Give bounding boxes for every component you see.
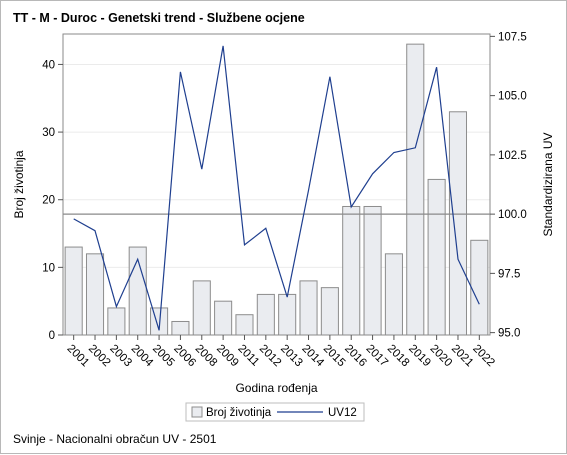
bar [85, 253, 105, 336]
bar [406, 43, 425, 336]
series-line-uv12 [73, 45, 480, 331]
bar [235, 314, 254, 336]
x-tick-label: 2021 [449, 343, 476, 370]
plot-area [62, 33, 491, 336]
bar [256, 293, 275, 336]
bar [64, 246, 83, 336]
bar [278, 293, 297, 336]
x-tick-label: 2016 [342, 343, 369, 370]
x-tick-label: 2013 [278, 343, 305, 370]
left-axis: 0 10 20 30 40 [42, 59, 63, 342]
x-tick-label: 2017 [363, 343, 390, 370]
bar [214, 300, 233, 336]
bar [448, 111, 468, 336]
bar-series [64, 43, 489, 336]
bar [299, 280, 318, 336]
x-tick-label: 2002 [86, 343, 113, 370]
left-tick-label: 40 [42, 59, 55, 71]
bar [363, 205, 382, 336]
legend-bar-swatch [191, 406, 203, 418]
right-axis: 95.0 97.5 100.0 102.5 105.0 107.5 [490, 31, 527, 340]
right-tick-label: 102.5 [498, 150, 527, 162]
right-tick-label: 100.0 [498, 209, 527, 221]
bar [470, 239, 489, 336]
left-tick-label: 10 [42, 262, 55, 274]
legend: Broj životinja UV12 [185, 402, 365, 422]
x-tick-label: 2015 [321, 343, 348, 370]
x-tick-label: 2008 [193, 343, 220, 370]
legend-box [185, 402, 365, 422]
footer-note: Svinje - Nacionalni obračun UV - 2501 [13, 432, 217, 446]
y-axis-label-left: Broj životinja [12, 150, 26, 218]
bar [192, 280, 211, 336]
right-tick-label: 107.5 [498, 31, 527, 43]
left-tick-label: 0 [49, 330, 55, 342]
bar [427, 178, 446, 336]
left-tick-label: 20 [42, 195, 55, 207]
right-tick-label: 97.5 [498, 268, 520, 280]
x-tick-label: 2009 [214, 343, 241, 370]
bar [320, 287, 339, 336]
right-tick-label: 105.0 [498, 91, 527, 103]
bar [384, 253, 403, 336]
x-tick-label: 2014 [299, 343, 326, 370]
x-tick-label: 2006 [171, 343, 198, 370]
x-tick-label: 2018 [385, 343, 412, 370]
bar [107, 307, 126, 336]
x-tick-label: 2012 [257, 343, 284, 370]
bar [342, 205, 361, 336]
x-tick-label: 2022 [470, 343, 497, 370]
x-tick-label: 2020 [428, 343, 455, 370]
x-axis-label: Godina rođenja [235, 381, 317, 395]
line-series [73, 45, 480, 331]
chart-title: TT - M - Duroc - Genetski trend - Službe… [13, 11, 305, 25]
y-axis-label-right: Standardizirana UV [541, 132, 555, 236]
left-tick-label: 30 [42, 127, 55, 139]
legend-bar-label: Broj životinja [206, 407, 272, 419]
gridlines [63, 63, 490, 336]
x-tick-label: 2004 [129, 343, 156, 370]
legend-line-label: UV12 [328, 407, 357, 419]
x-tick-label: 2001 [65, 343, 92, 370]
x-axis: 2001200220032004200520062008200920112012… [65, 335, 497, 370]
x-tick-label: 2011 [235, 343, 261, 369]
right-tick-label: 95.0 [498, 328, 520, 340]
x-tick-label: 2003 [107, 343, 134, 370]
x-tick-label: 2019 [406, 343, 433, 370]
bar [171, 320, 190, 336]
x-tick-label: 2005 [150, 343, 177, 370]
